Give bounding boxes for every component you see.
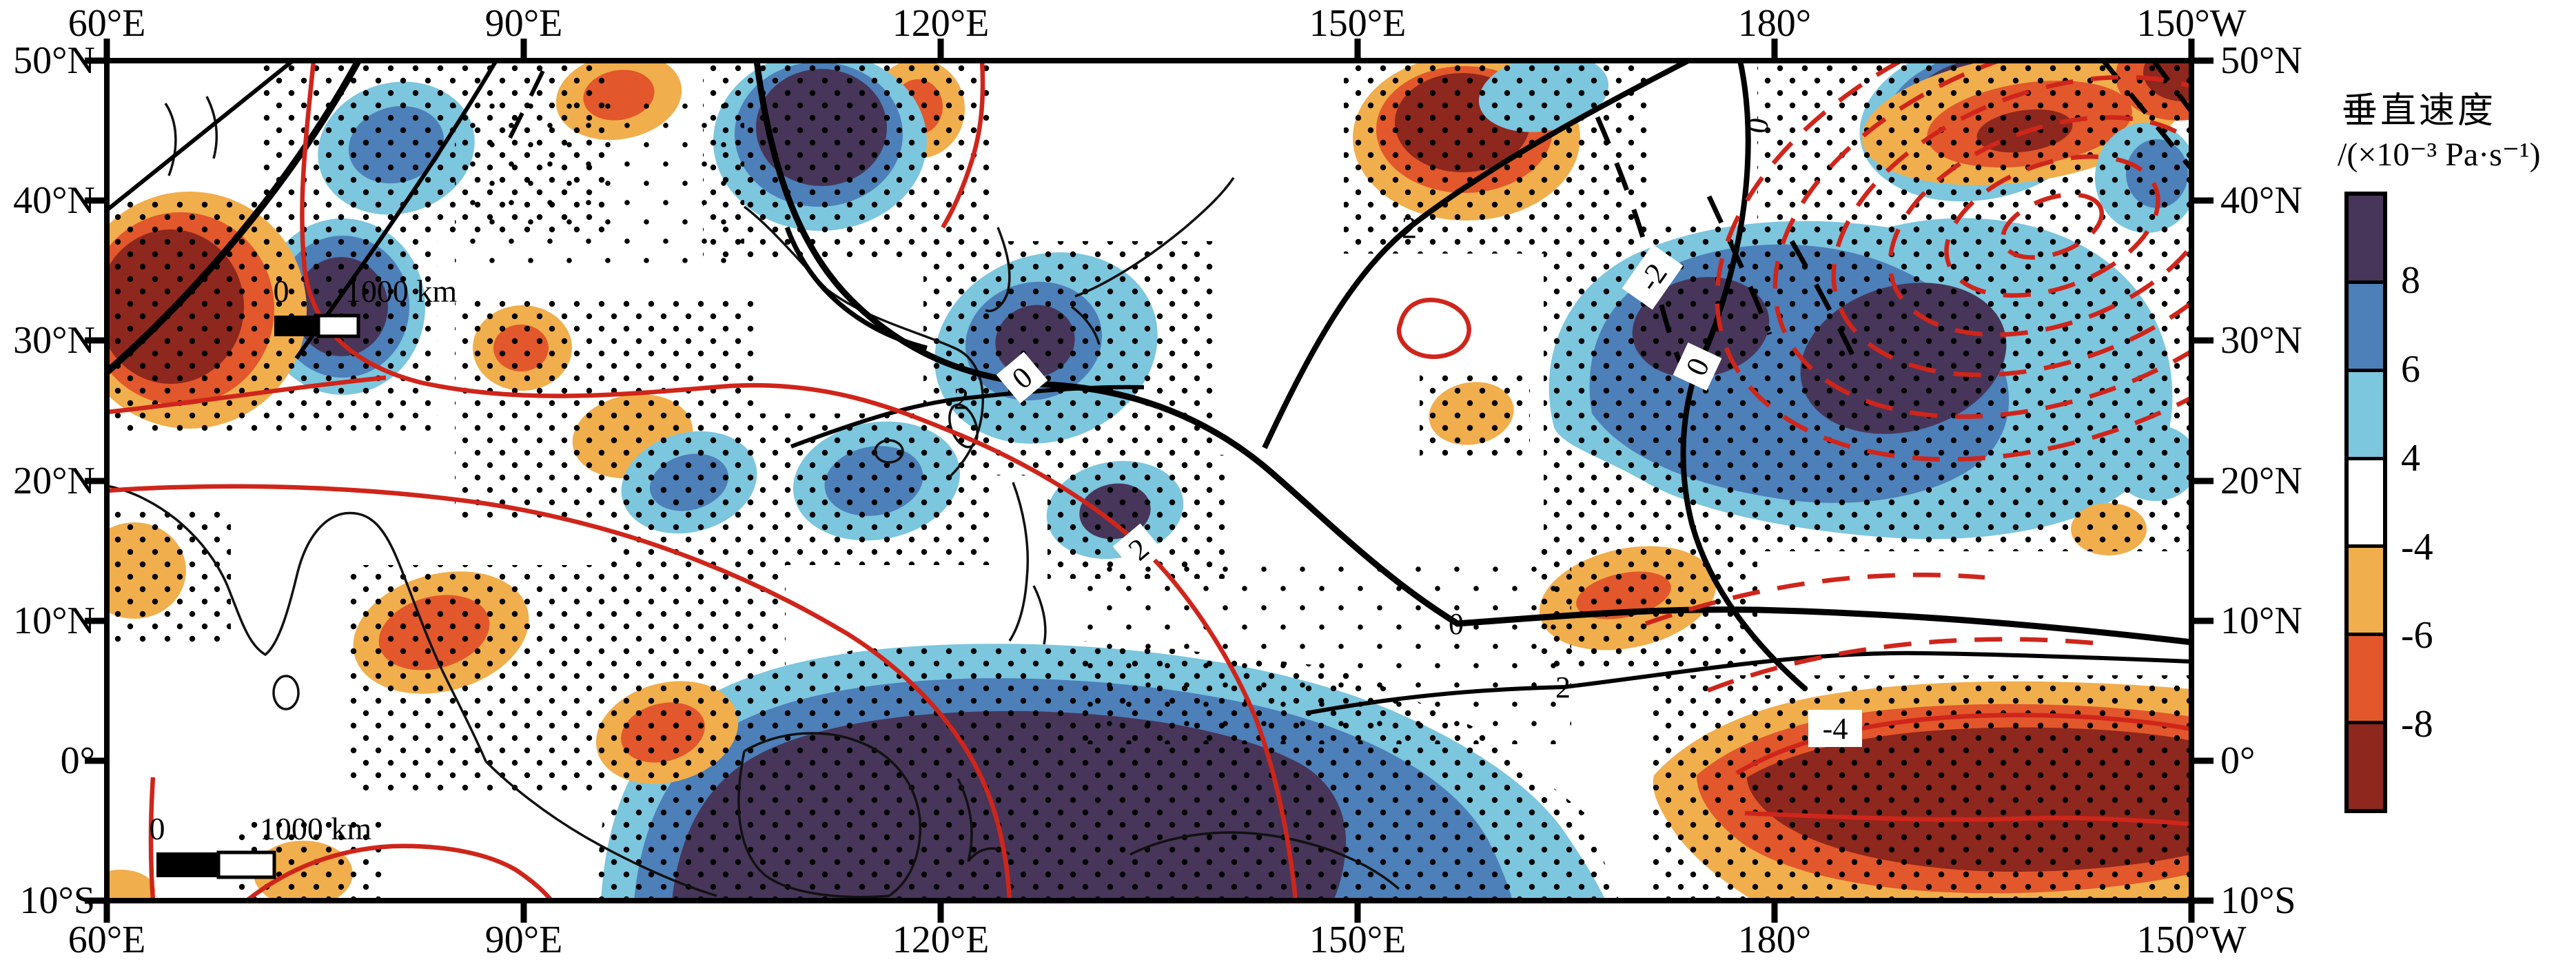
colorbar-title: 垂直速度 [2342, 92, 2497, 131]
colorbar [2344, 192, 2387, 813]
colorbar-units: /(×10⁻³ Pa·s⁻¹) [2338, 136, 2541, 173]
colorbar-swatch [2349, 371, 2383, 460]
red-contours [107, 61, 2191, 901]
lat-tick-label: 10°N [2220, 600, 2302, 642]
contour-label: -4 [1808, 710, 1862, 747]
lon-tick-label: 150°W [2136, 2, 2247, 45]
contour-label: 2 [1555, 670, 1571, 704]
lat-tick-label: 40°N [13, 179, 95, 222]
svg-text:0: 0 [1449, 607, 1464, 641]
lon-tick-label: 120°E [892, 2, 990, 45]
lon-tick-label: 150°W [2136, 919, 2247, 961]
lat-tick-label: 0° [2220, 739, 2256, 782]
lon-tick-label: 90°E [484, 2, 563, 45]
colorbar-tick-label: 8 [2401, 259, 2420, 302]
contour-label: 2 [1112, 523, 1165, 575]
lon-tick-label: 120°E [892, 919, 990, 961]
contour-label: 0 [1673, 342, 1722, 391]
svg-text:2: 2 [1402, 211, 1417, 245]
contour-label: 2 [1402, 211, 1417, 245]
scale-bar-distance: 1000 km [345, 274, 458, 309]
scale-bar-distance: 1000 km [260, 811, 372, 846]
stipple-significance-overlay [107, 61, 2191, 901]
map-frame [85, 39, 2214, 923]
lon-tick-label: 150°E [1309, 919, 1407, 961]
lon-tick-label: 150°E [1309, 2, 1407, 45]
lat-tick-label: 0° [60, 739, 95, 782]
colorbar-swatch [2349, 283, 2383, 372]
lon-tick-label: 60°E [68, 2, 146, 45]
lat-tick-label: 50°N [2220, 39, 2302, 82]
black-contours [107, 61, 2191, 715]
lon-tick-label: 60°E [68, 919, 146, 961]
lat-tick-label: 30°N [2220, 319, 2302, 362]
colorbar-swatch [2349, 460, 2383, 549]
lon-tick-label: 180° [1737, 919, 1812, 961]
lat-tick-label: 20°N [13, 460, 95, 502]
scale-bar-lower: 0 1000 km [150, 811, 372, 879]
lat-tick-label: 20°N [2220, 460, 2302, 502]
scale-bar-upper: 0 1000 km [274, 274, 458, 338]
colorbar-tick-label: -8 [2401, 703, 2433, 746]
scale-bar-zero: 0 [274, 274, 289, 309]
lon-tick-label: 180° [1737, 2, 1812, 45]
contour-label: 2 [954, 382, 969, 416]
lat-tick-label: 50°N [13, 39, 95, 82]
axis-ticks [85, 39, 2214, 923]
colorbar-tick-label: 6 [2401, 348, 2420, 391]
scale-bar-zero: 0 [150, 811, 165, 846]
lat-tick-label: 10°S [2220, 879, 2296, 922]
colorbar-tick-label: 4 [2401, 437, 2420, 480]
colorbar-swatch [2349, 636, 2383, 725]
colorbar-tick-label: -6 [2401, 614, 2433, 657]
lon-tick-label: 90°E [484, 919, 563, 961]
svg-text:2: 2 [1555, 670, 1571, 704]
lat-tick-label: 10°S [19, 879, 95, 922]
svg-text:2: 2 [954, 382, 969, 416]
colorbar-swatch [2349, 548, 2383, 637]
lat-tick-label: 40°N [2220, 179, 2302, 222]
contour-label: 0 [1449, 607, 1464, 641]
colorbar-swatch [2349, 724, 2383, 810]
colorbar-swatch [2349, 196, 2383, 284]
contour-label: 0 [996, 351, 1048, 404]
colorbar-tick-label: -4 [2401, 526, 2433, 569]
svg-text:-4: -4 [1823, 712, 1848, 746]
lat-tick-label: 10°N [13, 600, 95, 642]
coastlines [107, 96, 1400, 899]
lat-tick-label: 30°N [13, 319, 95, 362]
